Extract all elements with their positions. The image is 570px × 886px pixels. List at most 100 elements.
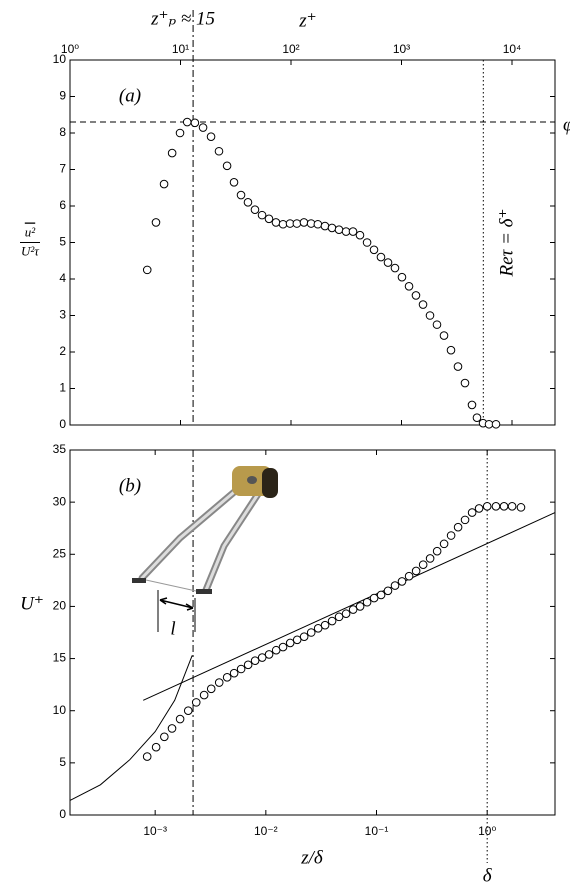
x-tick-label: 10⁰ bbox=[61, 42, 79, 56]
data-point bbox=[499, 502, 509, 511]
y-tick-label: 1 bbox=[59, 381, 66, 395]
data-point bbox=[182, 117, 192, 127]
y-tick-label: 15 bbox=[53, 651, 67, 665]
data-point bbox=[327, 616, 337, 626]
y-tick-label: 10 bbox=[53, 703, 67, 717]
data-point bbox=[467, 400, 477, 410]
data-point bbox=[191, 698, 201, 707]
reference-line bbox=[142, 512, 556, 701]
data-point bbox=[243, 198, 253, 207]
y-tick-label: 0 bbox=[59, 807, 66, 821]
data-point bbox=[278, 642, 288, 652]
data-point bbox=[362, 238, 372, 247]
data-point bbox=[334, 612, 344, 622]
data-point bbox=[369, 245, 379, 255]
y-axis-label: U⁺ bbox=[20, 593, 44, 614]
data-point bbox=[432, 546, 442, 556]
annotation-label: δ bbox=[483, 865, 493, 886]
data-point bbox=[362, 597, 372, 607]
data-point bbox=[183, 706, 193, 716]
data-point bbox=[327, 223, 337, 233]
inset-label: l bbox=[170, 618, 175, 639]
data-point bbox=[432, 320, 442, 329]
data-point bbox=[151, 218, 161, 227]
data-point bbox=[320, 620, 330, 630]
data-point bbox=[190, 118, 200, 128]
data-point bbox=[292, 219, 302, 228]
probe-tip bbox=[132, 578, 146, 583]
probe-wire bbox=[145, 579, 197, 592]
data-point bbox=[175, 128, 185, 138]
reference-line bbox=[69, 655, 193, 801]
data-point bbox=[285, 638, 295, 648]
data-point bbox=[411, 291, 421, 300]
data-point bbox=[425, 311, 435, 320]
data-point bbox=[257, 210, 267, 220]
y-tick-label: 8 bbox=[59, 125, 66, 139]
data-point bbox=[369, 593, 379, 603]
x-tick-label: 10³ bbox=[393, 42, 410, 56]
y-tick-label: 10 bbox=[53, 52, 67, 66]
y-tick-label: 9 bbox=[59, 89, 66, 103]
data-point bbox=[348, 605, 358, 614]
probe-tip bbox=[196, 589, 212, 594]
data-point bbox=[250, 205, 260, 214]
data-point bbox=[264, 650, 274, 659]
probe-prong-highlight bbox=[140, 480, 248, 580]
data-point bbox=[299, 218, 309, 227]
data-point bbox=[491, 419, 501, 429]
data-point bbox=[257, 653, 267, 662]
data-point bbox=[214, 678, 224, 687]
data-point bbox=[299, 632, 309, 641]
data-point bbox=[236, 190, 246, 200]
data-point bbox=[397, 577, 407, 586]
probe-inset: l bbox=[132, 466, 278, 639]
x-tick-label: 10⁻² bbox=[254, 824, 278, 838]
data-point bbox=[411, 566, 421, 576]
data-point bbox=[142, 265, 152, 275]
data-point bbox=[214, 146, 224, 156]
y-tick-label: 30 bbox=[53, 494, 67, 508]
y-tick-label: 5 bbox=[59, 755, 66, 769]
data-point bbox=[222, 161, 232, 171]
data-point bbox=[160, 732, 169, 742]
x-axis-label: z⁺ bbox=[298, 10, 316, 31]
data-point bbox=[355, 602, 365, 611]
y-axis-label-numerator: u² bbox=[25, 224, 37, 239]
data-point bbox=[474, 504, 484, 513]
data-point bbox=[264, 214, 274, 224]
data-point bbox=[341, 609, 351, 619]
data-point bbox=[383, 586, 393, 596]
data-point bbox=[151, 742, 161, 752]
data-point bbox=[313, 624, 323, 633]
data-point bbox=[320, 221, 330, 231]
data-point bbox=[222, 673, 232, 682]
data-point bbox=[484, 419, 494, 429]
data-point bbox=[278, 219, 288, 229]
y-tick-label: 35 bbox=[53, 442, 67, 456]
y-tick-label: 25 bbox=[53, 546, 67, 560]
x-tick-label: 10⁻³ bbox=[143, 824, 167, 838]
y-tick-label: 6 bbox=[59, 198, 66, 212]
y-axis-label-denominator: U²τ bbox=[21, 243, 40, 258]
data-point bbox=[397, 272, 407, 282]
y-tick-label: 3 bbox=[59, 308, 66, 322]
data-point bbox=[292, 635, 302, 645]
x-tick-label: 10⁻¹ bbox=[365, 824, 389, 838]
probe-socket bbox=[247, 476, 257, 484]
annotation-label: Reτ = δ⁺ bbox=[497, 208, 518, 277]
data-point bbox=[418, 560, 428, 570]
data-point bbox=[229, 668, 239, 678]
y-tick-label: 5 bbox=[59, 235, 66, 249]
data-point bbox=[236, 664, 246, 674]
data-point bbox=[446, 345, 456, 355]
data-point bbox=[376, 252, 386, 262]
data-point bbox=[482, 502, 492, 511]
data-point bbox=[229, 177, 239, 187]
length-arrow bbox=[159, 597, 194, 611]
data-point bbox=[206, 684, 216, 694]
data-point bbox=[467, 508, 477, 517]
plot-frame bbox=[69, 59, 556, 426]
panel-label: (b) bbox=[119, 475, 141, 496]
